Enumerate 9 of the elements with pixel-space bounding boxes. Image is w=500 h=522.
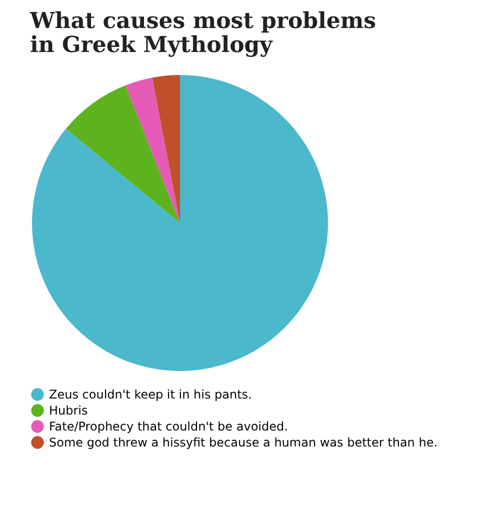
legend-label: Zeus couldn't keep it in his pants. bbox=[49, 388, 252, 402]
pie-slice bbox=[152, 75, 180, 223]
chart-title: What causes most problems in Greek Mythology bbox=[29, 8, 376, 58]
pie-slice bbox=[32, 75, 328, 371]
legend-label: Fate/Prophecy that couldn't be avoided. bbox=[49, 420, 288, 434]
legend-label: Hubris bbox=[49, 404, 88, 418]
legend-label: Some god threw a hissyfit because a human was better than he. bbox=[49, 436, 438, 450]
pie-slice bbox=[66, 85, 180, 223]
pie-slice bbox=[126, 78, 180, 223]
